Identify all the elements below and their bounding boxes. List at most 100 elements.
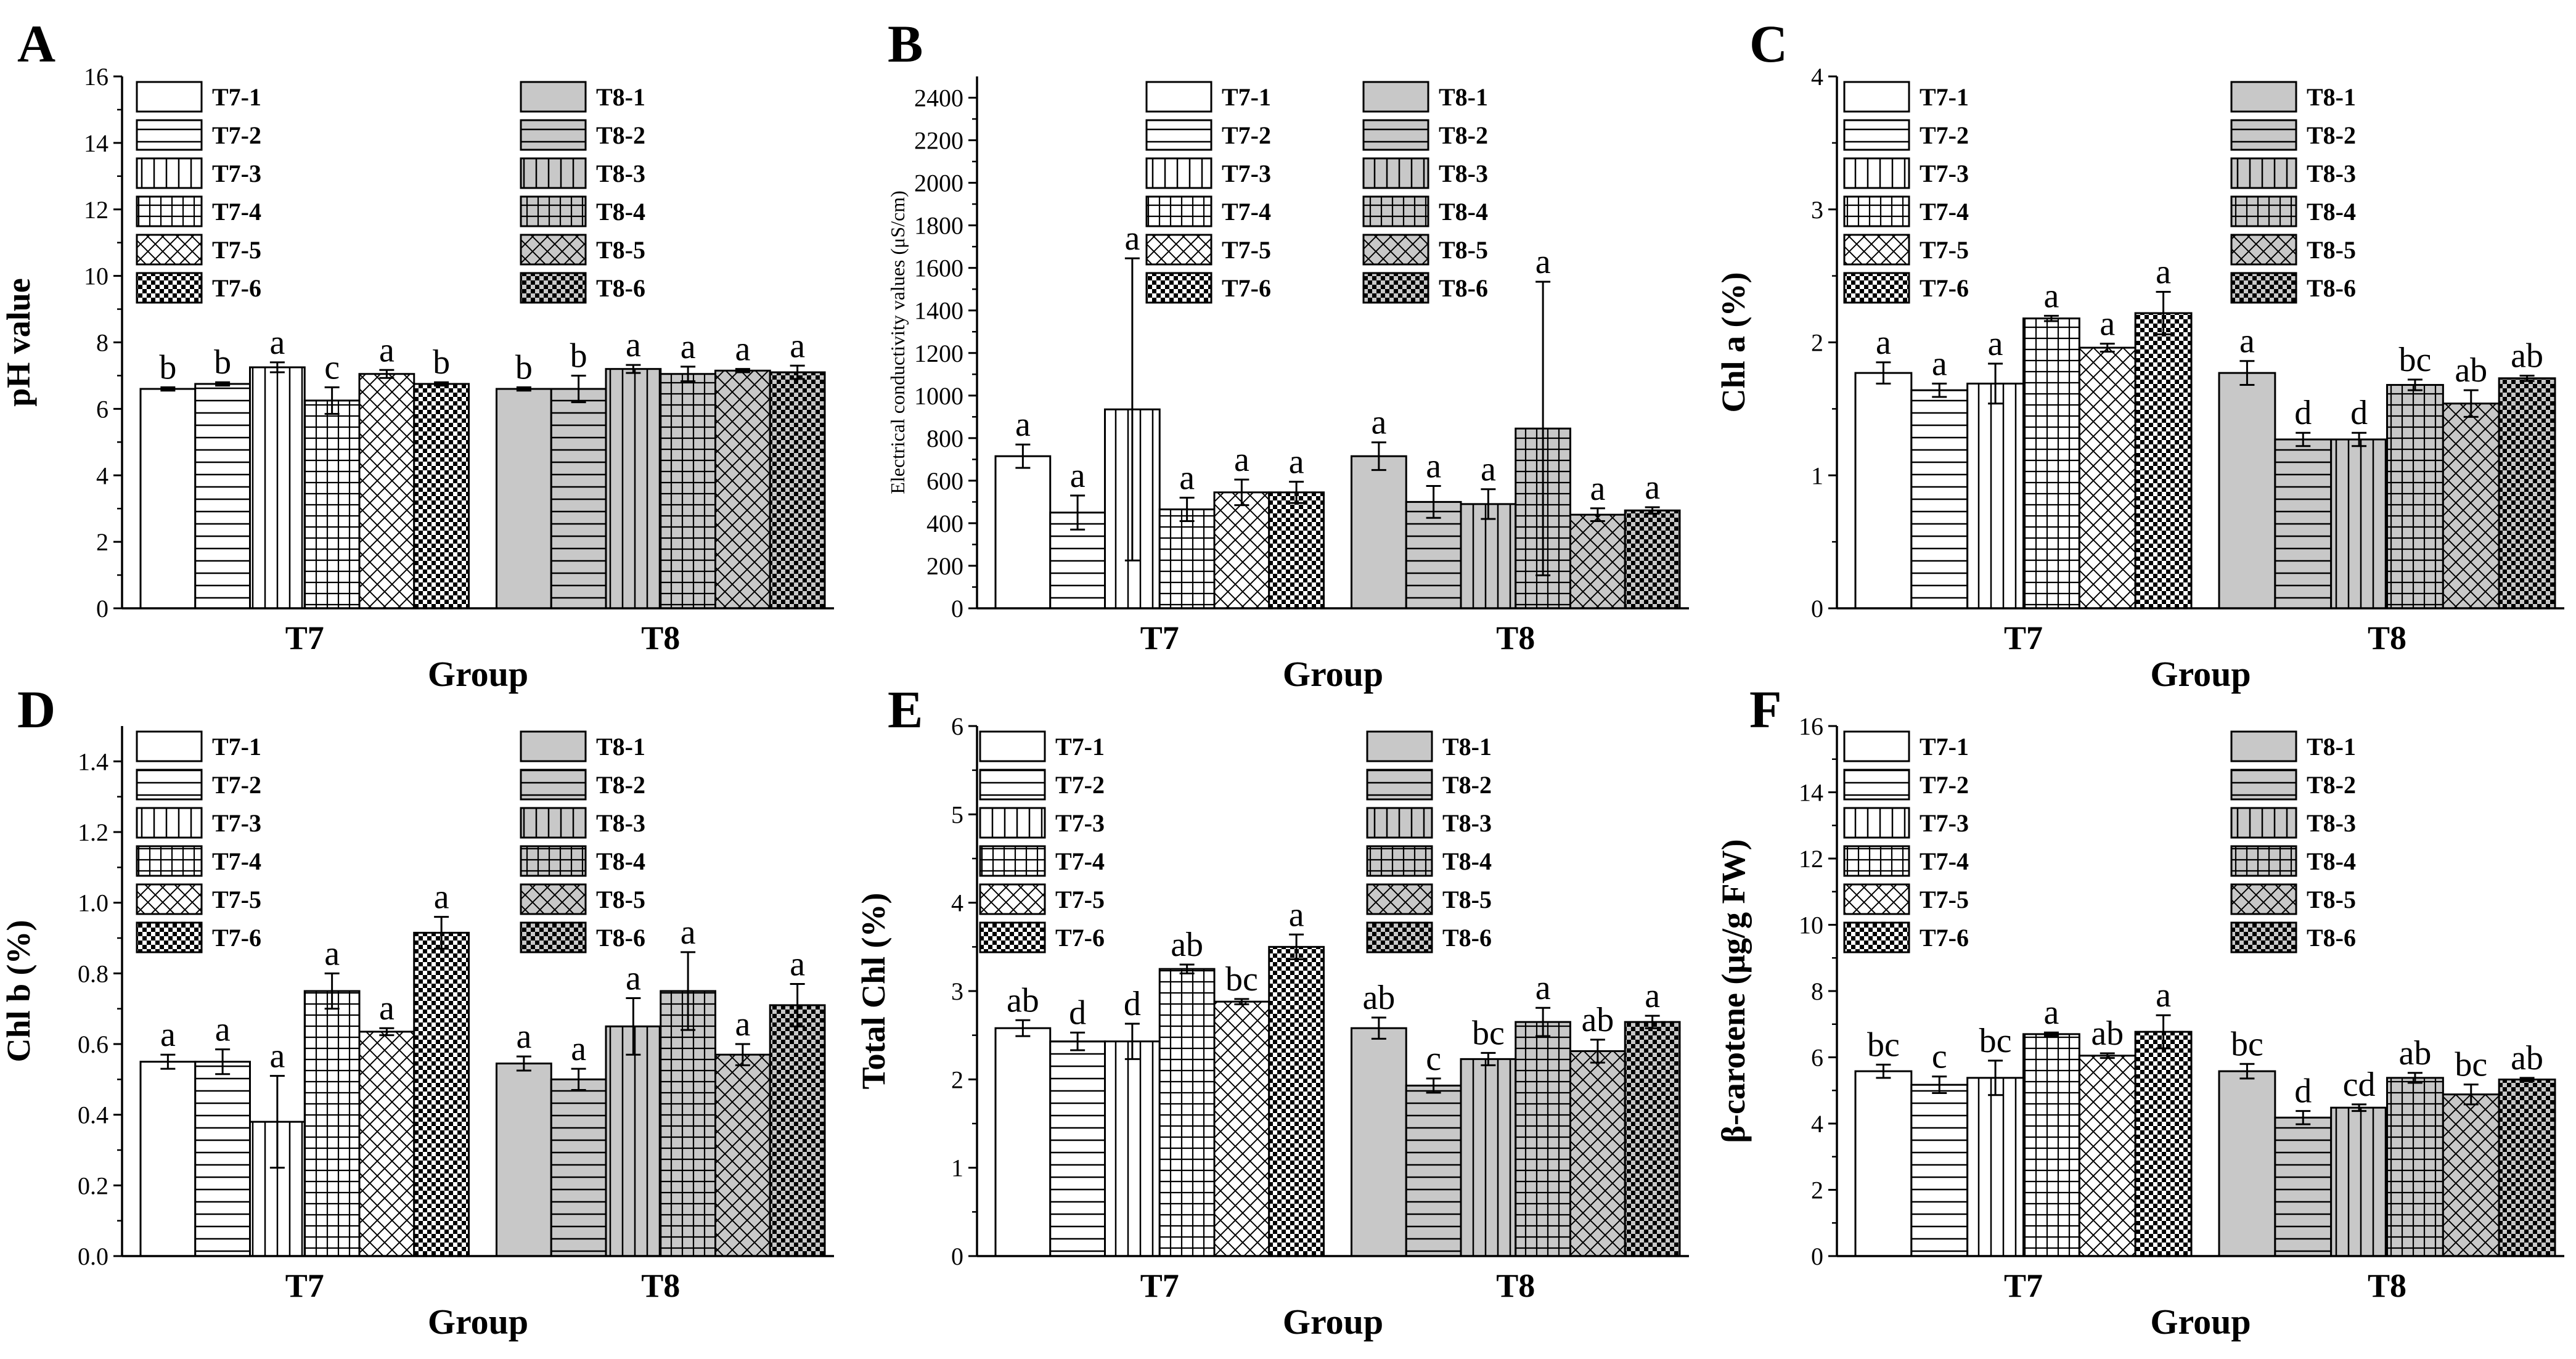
bar-A-T7-3 [249,366,306,610]
legend-label: T8-6 [596,274,645,302]
legend-swatch [979,769,1046,801]
legend-label: T8-5 [596,236,645,264]
legend-swatch [520,730,587,762]
significance-label: ab [1007,981,1039,1019]
x-group-label: T7 [1140,619,1179,656]
legend-swatch [520,921,587,953]
legend-label: T8-2 [596,121,645,149]
legend-label: T7-3 [1055,809,1105,837]
legend-label: T7-4 [1920,847,1969,875]
bar-A-T8-3 [605,368,662,610]
bar-A-T8-5 [714,369,771,610]
y-tick-label: 5 [951,801,963,828]
bar-C-T7-3 [1966,382,2025,610]
bar-E-T8-3 [1460,1058,1517,1257]
significance-label: b [515,348,533,386]
y-tick-label: 4 [951,889,963,917]
panel-letter: B [888,14,923,73]
bar-A-T7-1 [139,388,197,610]
legend-swatch [136,157,203,189]
legend-swatch [2230,234,2297,266]
x-group-label: T8 [641,619,680,656]
significance-label: bc [1867,1026,1900,1064]
legend-label: T7-4 [1222,198,1271,226]
legend-swatch [2230,883,2297,915]
legend-swatch [1145,195,1212,227]
y-tick-label: 1 [1811,462,1823,489]
bar-E-T7-3 [1104,1040,1161,1257]
legend-label: T7-6 [212,274,261,302]
legend-swatch [136,807,203,839]
x-group-label: T7 [285,1267,324,1304]
bar-A-T8-1 [496,388,552,610]
bar-F-T7-6 [2134,1030,2193,1257]
bar-C-T8-3 [2330,438,2389,610]
bar-C-T8-1 [2218,372,2276,610]
y-axis-label: Electrical conductivity values (μS/cm) [886,190,909,494]
significance-label: a [790,327,805,365]
legend-swatch [1366,769,1433,801]
legend-swatch [2230,81,2297,113]
y-tick-label: 14 [84,129,108,157]
legend-label: T8-2 [596,771,645,799]
bar-E-T8-5 [1569,1050,1626,1257]
y-tick-label: 4 [1811,63,1823,91]
legend-label: T8-1 [596,733,645,761]
y-tick-label: 200 [926,552,963,580]
y-tick-label: 2000 [914,169,963,197]
significance-label: d [1124,985,1141,1023]
significance-label: a [269,324,285,362]
bar-A-T7-6 [413,383,470,610]
bar-F-T8-1 [2218,1070,2276,1257]
y-tick-label: 6 [951,712,963,740]
legend-label: T8-1 [2307,83,2356,111]
bar-D-T7-6 [413,931,470,1257]
bar-F-T8-5 [2442,1093,2500,1257]
x-group-label: T7 [2004,1267,2043,1304]
bar-D-T8-1 [496,1063,552,1257]
bar-B-T8-6 [1624,509,1681,610]
y-tick-label: 4 [96,462,108,489]
significance-label: a [160,1016,176,1054]
legend-swatch [2230,730,2297,762]
legend-label: T7-2 [1920,121,1969,149]
significance-label: ab [1171,926,1203,964]
legend-swatch [520,157,587,189]
significance-label: a [1590,470,1605,508]
y-tick-label: 600 [926,467,963,495]
legend-label: T7-1 [212,733,261,761]
significance-label: a [2156,253,2171,292]
legend-swatch [1843,272,1910,304]
significance-label: cd [2343,1066,2376,1104]
significance-label: a [1289,443,1304,481]
y-tick-label: 1600 [914,255,963,282]
significance-label: d [1069,994,1086,1032]
significance-label: a [434,878,449,916]
bar-E-T8-4 [1515,1021,1571,1257]
bar-B-T7-5 [1213,491,1270,610]
significance-label: a [324,934,340,973]
legend-label: T7-6 [1920,924,1969,952]
significance-label: a [1289,896,1304,934]
legend-label: T8-1 [1442,733,1492,761]
legend-swatch [520,195,587,227]
legend-label: T8-5 [596,886,645,913]
bar-D-T8-6 [769,1004,826,1257]
y-tick-label: 1 [951,1154,963,1182]
x-group-label: T8 [1496,1267,1535,1304]
legend-label: T8-4 [596,847,645,875]
bar-E-T7-2 [1049,1040,1106,1257]
bar-F-T7-2 [1910,1084,1969,1257]
x-group-label: T7 [285,619,324,656]
legend-label: T8-2 [2307,771,2356,799]
significance-label: ab [2398,1034,2431,1072]
bar-D-T8-2 [550,1078,607,1257]
significance-label: ab [2091,1014,2124,1053]
bar-C-T8-2 [2274,438,2333,610]
significance-label: bc [2231,1025,2263,1063]
legend-label: T8-3 [596,809,645,837]
x-group-label: T7 [1140,1267,1179,1304]
legend-label: T8-3 [1439,160,1488,187]
bar-E-T7-4 [1158,968,1216,1257]
